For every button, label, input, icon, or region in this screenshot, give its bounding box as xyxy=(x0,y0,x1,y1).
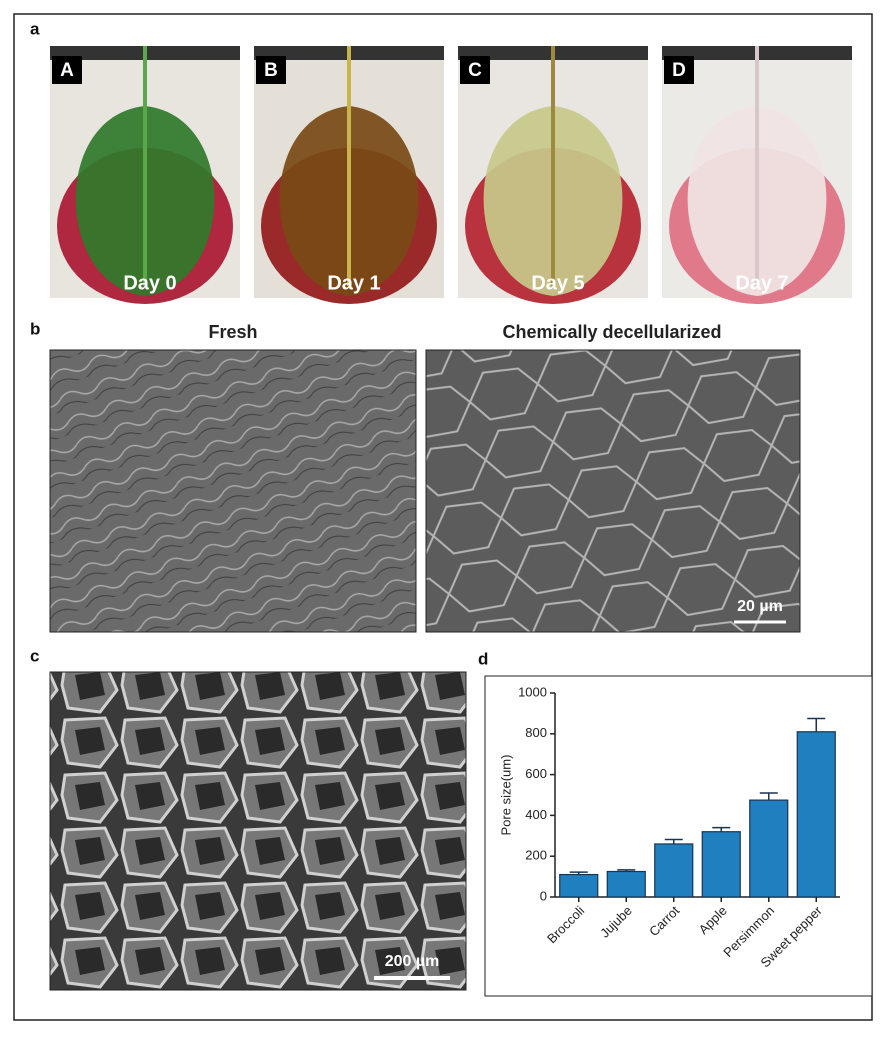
photo-caption: Day 7 xyxy=(735,272,788,294)
photo-caption: Day 0 xyxy=(123,272,176,294)
sem-image xyxy=(425,349,801,633)
error-bar xyxy=(569,871,588,875)
letter-box xyxy=(52,56,82,84)
figure-border xyxy=(13,13,873,1021)
y-tick-label: 200 xyxy=(525,848,547,863)
sem-image xyxy=(49,349,417,633)
bar xyxy=(749,799,789,898)
y-tick-label: 400 xyxy=(525,807,547,822)
image-title: Chemically decellularized xyxy=(502,322,721,342)
photo-letter: A xyxy=(60,60,74,81)
bar xyxy=(796,731,836,898)
bar xyxy=(701,831,741,898)
letter-box xyxy=(664,56,694,84)
scale-bar-label: 20 µm xyxy=(737,598,783,615)
photo-letter: D xyxy=(672,60,686,81)
error-bar xyxy=(617,869,636,872)
error-bar xyxy=(664,838,683,844)
y-tick-label: 600 xyxy=(525,766,547,781)
panel-label: c xyxy=(30,646,39,665)
y-tick-label: 800 xyxy=(525,725,547,740)
bar xyxy=(606,870,646,898)
y-tick-label: 0 xyxy=(540,888,547,903)
image-title: Fresh xyxy=(208,322,257,342)
error-bar xyxy=(807,717,826,732)
panel-label: d xyxy=(478,649,488,668)
error-bar xyxy=(712,826,731,832)
photo-row: A Day 0 B Day 1 C Day 5 D Day 7 xyxy=(50,46,852,304)
sem-image xyxy=(49,671,467,991)
y-tick-label: 1000 xyxy=(518,684,547,699)
error-bar xyxy=(759,792,778,801)
photo-letter: C xyxy=(468,60,482,81)
photo-caption: Day 1 xyxy=(327,272,380,294)
letter-box xyxy=(460,56,490,84)
y-axis-label: Pore size(um) xyxy=(498,755,513,836)
panel-label: b xyxy=(30,319,40,338)
bar xyxy=(559,873,599,898)
letter-box xyxy=(256,56,286,84)
photo-caption: Day 5 xyxy=(531,272,584,294)
scale-bar-label: 200 µm xyxy=(385,953,440,970)
photo-letter: B xyxy=(264,60,278,81)
panel-label: a xyxy=(30,19,40,38)
bar xyxy=(654,843,694,898)
